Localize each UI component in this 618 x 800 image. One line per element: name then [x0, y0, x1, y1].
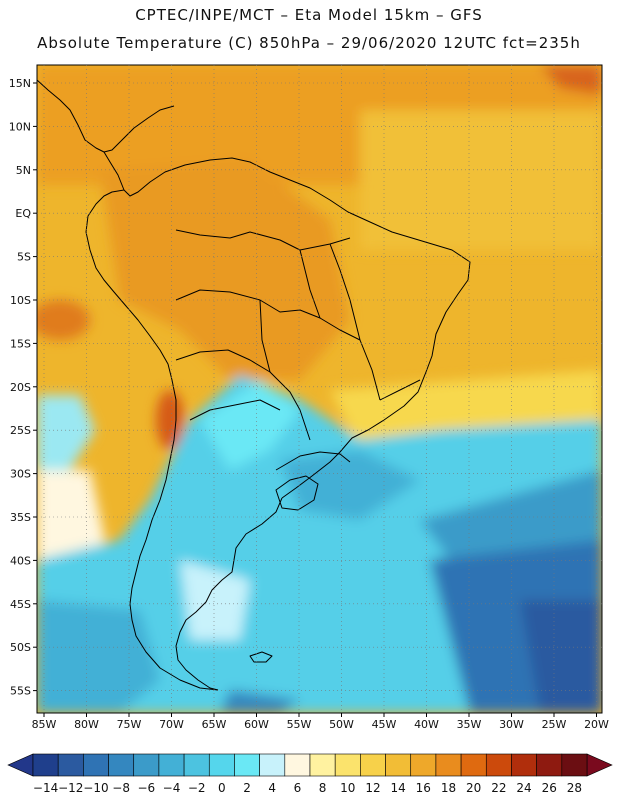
colorbar-label: −10: [83, 781, 108, 795]
longitude-label: 45W: [372, 718, 397, 731]
latitude-label: 5S: [17, 251, 31, 264]
colorbar-label: 8: [319, 781, 327, 795]
colorbar-swatch: [485, 753, 512, 777]
longitude-labels: 85W 80W 75W 70W 65W 60W 55W 50W 45W 40W 35W 30W 25W 2…: [32, 713, 609, 731]
colorbar-swatch: [158, 753, 185, 777]
longitude-label: 85W: [32, 718, 57, 731]
colorbar-label: 6: [294, 781, 302, 795]
colorbar-swatch: [334, 753, 361, 777]
colorbar-low-arrow: [7, 753, 34, 777]
colorbar-label: 12: [365, 781, 380, 795]
longitude-label: 80W: [74, 718, 99, 731]
longitude-label: 25W: [542, 718, 567, 731]
latitude-label: 35S: [10, 511, 31, 524]
colorbar-swatch: [284, 753, 311, 777]
colorbar-swatch: [133, 753, 160, 777]
colorbar-swatch: [208, 753, 235, 777]
colorbar-swatch: [83, 753, 109, 777]
colorbar-swatch: [360, 753, 386, 777]
colorbar: −14 −12 −10 −8 −6 −4 −2 0 2 4 6 8 10 12 14 16 18 20 22 24 26…: [7, 753, 613, 795]
colorbar-label: 20: [466, 781, 481, 795]
temperature-field: [37, 65, 602, 713]
longitude-label: 65W: [202, 718, 227, 731]
colorbar-label: −4: [163, 781, 181, 795]
longitude-label: 35W: [457, 718, 482, 731]
colorbar-label: −12: [58, 781, 83, 795]
colorbar-label: −8: [112, 781, 130, 795]
graticule: [37, 65, 602, 713]
latitude-label: 50S: [10, 641, 31, 654]
colorbar-swatch: [234, 753, 260, 777]
chart-title-line-1: CPTEC/INPE/MCT – Eta Model 15km – GFS: [135, 6, 483, 24]
colorbar-label: 10: [340, 781, 355, 795]
colorbar-swatch: [183, 753, 210, 777]
map-frame: [36, 64, 603, 714]
latitude-label: 15S: [10, 337, 31, 350]
latitude-label: 40S: [10, 554, 31, 567]
colorbar-label: 16: [416, 781, 431, 795]
continent-outline: [36, 79, 471, 691]
longitude-label: 50W: [329, 718, 354, 731]
longitude-label: 20W: [584, 718, 609, 731]
latitude-label: 20S: [10, 381, 31, 394]
colorbar-label: −14: [33, 781, 58, 795]
colorbar-swatch: [32, 753, 59, 777]
colorbar-label: 22: [491, 781, 506, 795]
colorbar-swatch: [511, 753, 537, 777]
colorbar-label: 2: [243, 781, 251, 795]
colorbar-swatch: [259, 753, 286, 777]
longitude-label: 30W: [499, 718, 524, 731]
colorbar-swatch: [460, 753, 487, 777]
latitude-labels: 15N 10N 5N EQ 5S 10S 15S 20S 25S 30S 35S 40S 45S 50S 5…: [9, 77, 37, 698]
colorbar-swatch: [561, 753, 588, 777]
latitude-label: 10N: [9, 120, 31, 133]
colorbar-label: 4: [268, 781, 276, 795]
colorbar-label: 26: [542, 781, 557, 795]
colorbar-swatch: [57, 753, 84, 777]
longitude-label: 55W: [287, 718, 312, 731]
colorbar-swatch: [536, 753, 563, 777]
latitude-label: 30S: [10, 468, 31, 481]
longitude-label: 75W: [117, 718, 142, 731]
colorbar-high-arrow: [586, 753, 613, 777]
longitude-label: 40W: [414, 718, 439, 731]
colorbar-swatch: [309, 753, 336, 777]
colorbar-swatch: [435, 753, 462, 777]
colorbar-label: 18: [441, 781, 456, 795]
latitude-label: 5N: [16, 164, 31, 177]
chart-title-line-2: Absolute Temperature (C) 850hPa – 29/06/…: [37, 34, 581, 52]
latitude-label: 45S: [10, 598, 31, 611]
colorbar-label: 28: [567, 781, 582, 795]
colorbar-swatch: [410, 753, 437, 777]
colorbar-swatch: [385, 753, 412, 777]
longitude-label: 60W: [244, 718, 269, 731]
colorbar-label: −2: [188, 781, 206, 795]
latitude-label: 10S: [10, 294, 31, 307]
latitude-label: 25S: [10, 424, 31, 437]
colorbar-label: −6: [137, 781, 155, 795]
longitude-label: 70W: [159, 718, 184, 731]
colorbar-label: 0: [218, 781, 226, 795]
latitude-label: 55S: [10, 685, 31, 698]
colorbar-label: 24: [516, 781, 531, 795]
latitude-label: EQ: [15, 207, 31, 220]
colorbar-swatch: [108, 753, 135, 777]
latitude-label: 15N: [9, 77, 31, 90]
colorbar-label: 14: [390, 781, 405, 795]
